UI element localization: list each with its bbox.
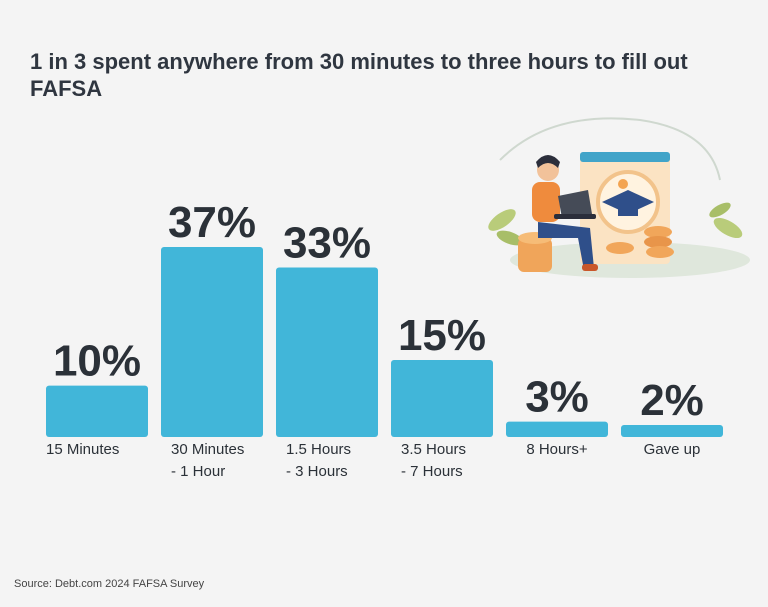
source-note: Source: Debt.com 2024 FAFSA Survey (14, 578, 205, 590)
value-label: 10% (53, 337, 141, 386)
category-label: 8 Hours+ (526, 441, 588, 458)
category-label: 3.5 Hours (401, 441, 466, 458)
bar (161, 247, 263, 437)
bar (46, 385, 148, 437)
bar (391, 359, 493, 437)
value-label: 3% (525, 373, 589, 422)
value-label: 33% (283, 219, 371, 268)
person-with-laptop-graduation-coins-illustration (488, 117, 750, 278)
category-label: 30 Minutes (171, 441, 244, 458)
illustration (480, 110, 755, 290)
value-label: 15% (398, 311, 486, 360)
category-label: Gave up (644, 441, 701, 458)
category-label: 15 Minutes (46, 441, 119, 458)
category-label: 1.5 Hours (286, 441, 351, 458)
category-label: - 1 Hour (171, 463, 225, 480)
category-label: - 3 Hours (286, 463, 348, 480)
category-label: - 7 Hours (401, 463, 463, 480)
chart-title: 1 in 3 spent anywhere from 30 minutes to… (30, 49, 688, 101)
value-label: 37% (168, 198, 256, 247)
value-label: 2% (640, 376, 704, 425)
bar (506, 421, 608, 437)
bar (276, 267, 378, 437)
bar (621, 425, 723, 437)
